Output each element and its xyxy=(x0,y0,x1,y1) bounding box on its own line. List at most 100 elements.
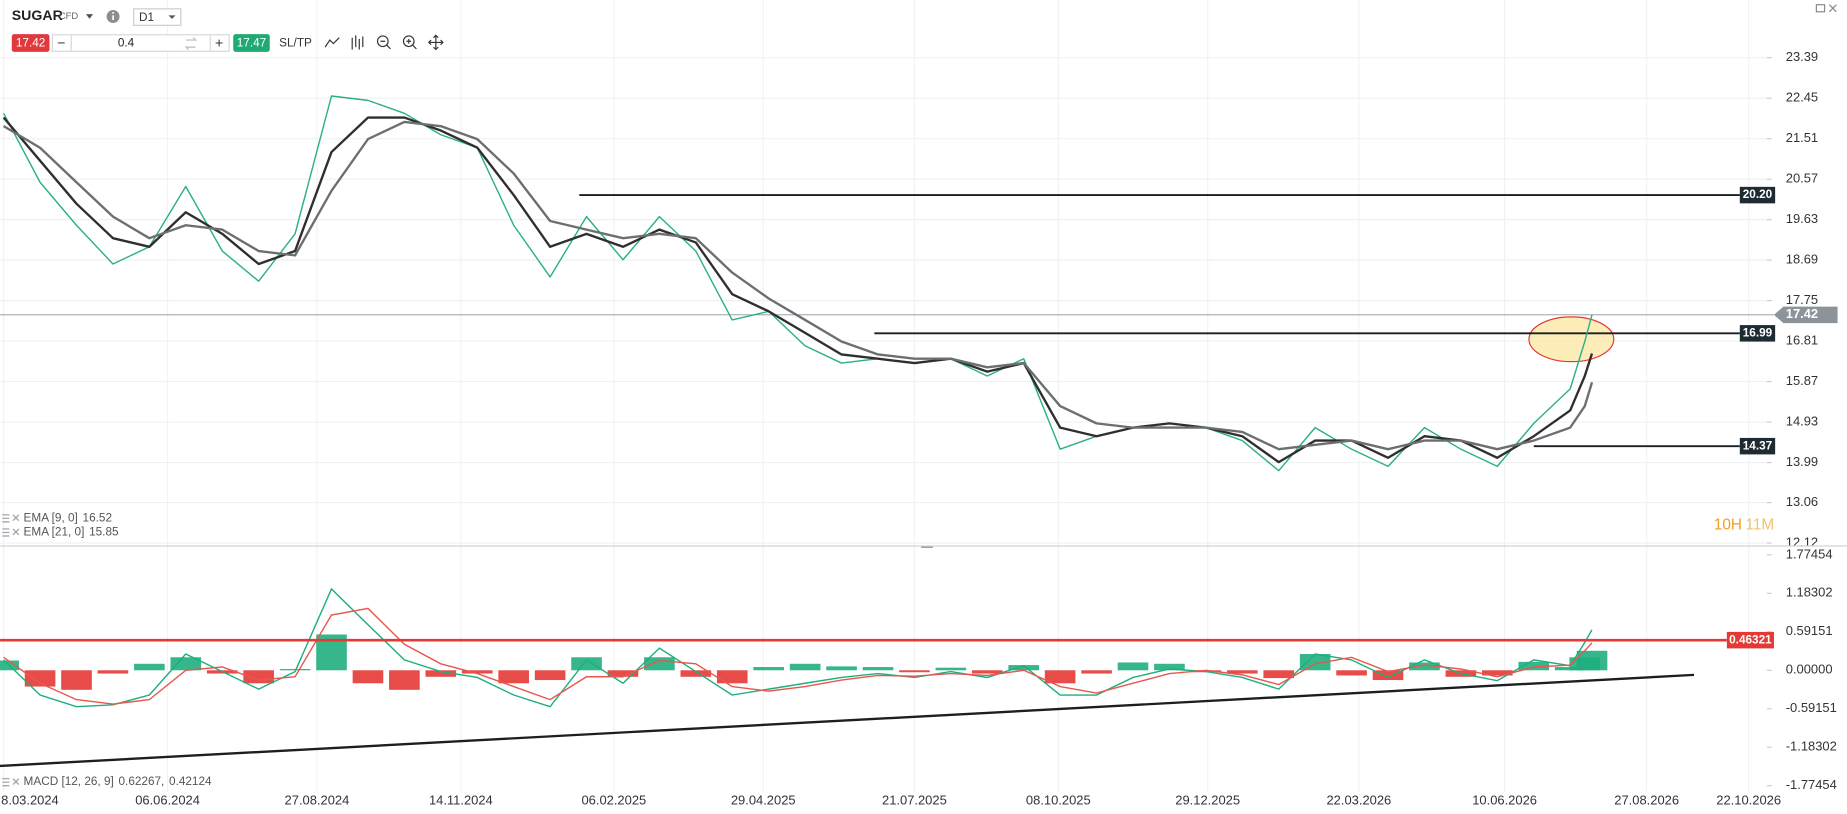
level-label: 20.20 xyxy=(1743,188,1773,201)
legend-name: EMA [21, 0] xyxy=(24,526,85,539)
legend-icon xyxy=(2,528,20,537)
legend-entry: EMA [9, 0] 16.52 xyxy=(24,511,112,524)
y-tick-label: 1.18302 xyxy=(1786,585,1833,600)
y-tick-label: 13.99 xyxy=(1786,454,1818,469)
decrease-button[interactable]: − xyxy=(57,34,65,50)
y-tick-label: 0.59151 xyxy=(1786,623,1833,638)
sell-button[interactable] xyxy=(11,34,50,52)
histogram-bar xyxy=(461,670,493,674)
histogram-bar xyxy=(571,657,602,671)
histogram-bar xyxy=(1226,670,1258,674)
histogram-bar xyxy=(170,657,202,671)
y-tick-label: -0.59151 xyxy=(1786,700,1837,715)
y-tick-label: -1.18302 xyxy=(1786,739,1837,754)
swap-icon[interactable] xyxy=(184,37,197,50)
current-price-label: 17.42 xyxy=(1786,306,1818,321)
histogram-bar xyxy=(1576,650,1608,671)
candle-tool-icon[interactable] xyxy=(351,35,364,50)
histogram-bar xyxy=(1299,654,1331,671)
y-tick-label: 21.51 xyxy=(1786,130,1818,145)
histogram-bar xyxy=(134,663,165,671)
y-tick-label: 18.69 xyxy=(1786,252,1818,267)
x-tick-label: 21.07.2025 xyxy=(882,792,947,807)
sltp-button[interactable]: SL/TP xyxy=(279,37,312,50)
timeframe-select[interactable] xyxy=(133,8,182,26)
histogram-bar xyxy=(1117,662,1149,671)
legend-value: 16.52 xyxy=(83,511,112,524)
histogram-bar xyxy=(935,667,967,671)
histogram-bar xyxy=(716,670,748,684)
level-box xyxy=(1739,325,1776,342)
quantity-box[interactable] xyxy=(51,34,230,52)
histogram-bar xyxy=(899,670,930,673)
symbol-tag: CFD xyxy=(59,10,79,21)
zoom-out-glyph xyxy=(380,40,391,50)
zoom-out-icon[interactable] xyxy=(376,35,389,48)
y-tick-label: 15.87 xyxy=(1786,373,1818,388)
legend-entry: EMA [21, 0] 15.85 xyxy=(24,526,119,539)
window-restore[interactable] xyxy=(1815,4,1826,13)
highlight-ellipse xyxy=(1528,316,1615,363)
histogram-bar xyxy=(97,670,129,674)
countdown: 10H 11M xyxy=(1714,516,1774,533)
level-box xyxy=(1739,437,1776,455)
x-tick-label: 8.03.2024 xyxy=(1,792,59,807)
sell-price: 17.42 xyxy=(16,37,45,50)
level-label: 16.99 xyxy=(1743,326,1773,339)
histogram-bar xyxy=(680,670,712,677)
pan-icon[interactable] xyxy=(427,34,444,51)
x-tick-label: 06.02.2025 xyxy=(581,792,646,807)
histogram-bar xyxy=(1154,663,1185,671)
quantity[interactable]: 0.4 xyxy=(118,37,135,50)
level-label: 0.46321 xyxy=(1729,633,1772,646)
legend-icon xyxy=(2,778,20,787)
x-tick-label: 22.03.2026 xyxy=(1326,792,1391,807)
y-tick-label: 17.75 xyxy=(1786,292,1818,307)
x-tick-label: 22.10.2026 xyxy=(1716,792,1781,807)
symbol-dropdown[interactable] xyxy=(85,14,94,19)
legend-part: 0.62267 xyxy=(119,775,162,788)
y-tick-label: 16.81 xyxy=(1786,333,1818,348)
histogram-bar xyxy=(498,670,529,684)
histogram-bar xyxy=(789,663,821,671)
ema-line xyxy=(2,116,1594,464)
x-tick-label: 27.08.2026 xyxy=(1614,792,1679,807)
histogram-bar xyxy=(1372,670,1404,681)
countdown-part: 11M xyxy=(1745,516,1774,533)
window-close[interactable] xyxy=(1828,4,1837,13)
y-tick-label: 22.45 xyxy=(1786,90,1818,105)
level-box xyxy=(1739,186,1776,204)
current-price-box xyxy=(1773,306,1838,324)
histogram-bar xyxy=(1008,665,1040,671)
histogram-bar xyxy=(352,670,384,684)
zoom-in-glyph xyxy=(406,38,417,50)
histogram-bar xyxy=(425,670,457,677)
line-tool-icon[interactable] xyxy=(324,37,340,48)
histogram-bar xyxy=(279,668,311,671)
histogram-bar xyxy=(1263,670,1295,679)
legend-part: MACD [12, 26, 9] xyxy=(24,775,114,788)
x-tick-label: 29.12.2025 xyxy=(1175,792,1240,807)
legend-part: 0.42124 xyxy=(169,775,212,788)
increase-button[interactable]: + xyxy=(215,34,223,50)
histogram-bar xyxy=(1518,661,1550,671)
info-icon-dot xyxy=(112,12,114,14)
histogram-bar xyxy=(1044,670,1076,684)
trendline xyxy=(0,673,1695,768)
histogram-bar xyxy=(753,667,785,671)
legend-name: EMA [9, 0] xyxy=(24,511,78,524)
y-tick-label: 20.57 xyxy=(1786,171,1818,186)
y-tick-label: -1.77454 xyxy=(1786,777,1837,792)
zoom-in-icon[interactable] xyxy=(402,35,415,48)
legend-icon xyxy=(2,514,20,523)
y-tick-label: 23.39 xyxy=(1786,49,1818,64)
buy-button[interactable] xyxy=(233,34,270,52)
symbol[interactable]: SUGAR xyxy=(12,7,63,23)
histogram-bar xyxy=(1081,670,1112,674)
x-tick-label: 14.11.2024 xyxy=(429,792,493,807)
x-tick-label: 10.06.2026 xyxy=(1472,792,1537,807)
histogram-bar xyxy=(1481,670,1513,676)
